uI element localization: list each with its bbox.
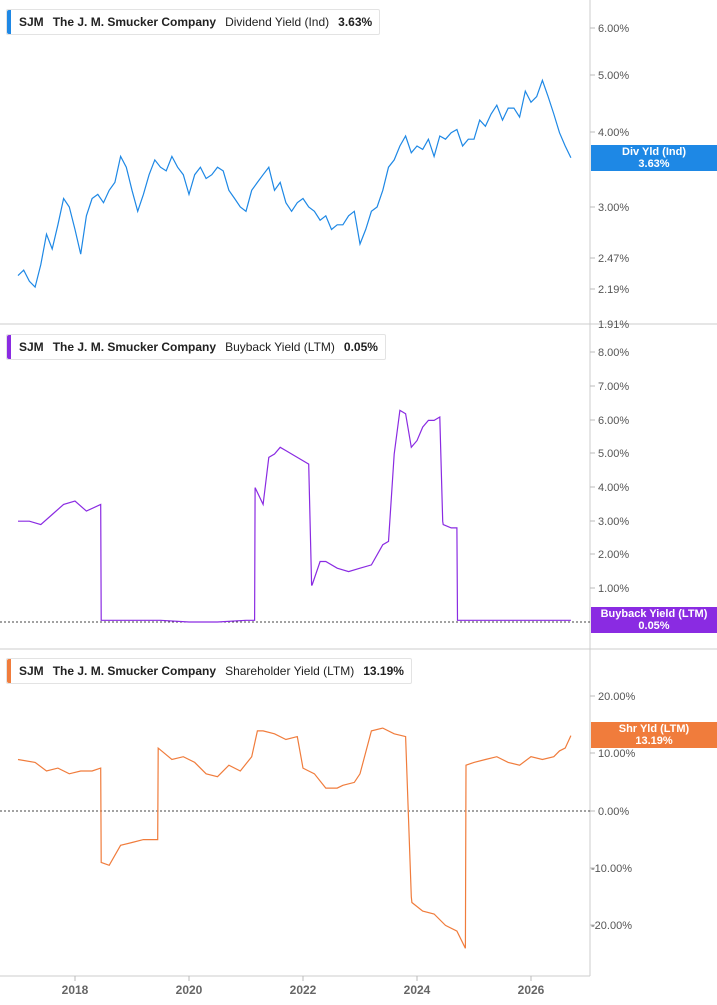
panel-1-y-axis: 6.00% 5.00% 4.00% 3.00% 2.47% 2.19% 1.91…: [598, 23, 629, 331]
panel-3-y-axis: 20.00% 10.00% 0.00% -10.00% -20.00%: [591, 691, 636, 932]
y-tick-label: 5.00%: [598, 70, 629, 82]
tag-label: Div Yld (Ind): [622, 146, 686, 158]
y-tick-label: 10.00%: [598, 748, 636, 760]
legend-swatch: [7, 335, 11, 359]
dividend-legend: SJM The J. M. Smucker Company Dividend Y…: [6, 9, 381, 35]
y-tick-label: 6.00%: [598, 23, 629, 35]
y-tick-label: 3.00%: [598, 516, 629, 528]
shareholder-yield-line: [17, 727, 572, 949]
panel-3-y-ticks: [590, 695, 595, 926]
legend-ticker: SJM: [19, 340, 44, 354]
y-tick-label: 3.00%: [598, 202, 629, 214]
panel-1-y-ticks: [590, 27, 595, 290]
legend-value: 13.19%: [363, 664, 404, 678]
buyback-yield-line: [18, 409, 571, 623]
buyback-legend: SJM The J. M. Smucker Company Buyback Yi…: [6, 334, 386, 360]
legend-company: The J. M. Smucker Company: [52, 340, 217, 354]
dividend-value-tag: Div Yld (Ind) 3.63%: [591, 145, 717, 171]
legend-swatch: [7, 10, 11, 34]
y-tick-label: 0.00%: [598, 806, 629, 818]
y-tick-label: -10.00%: [591, 863, 632, 875]
y-tick-label: 5.00%: [598, 448, 629, 460]
tag-label: Shr Yld (LTM): [618, 723, 690, 735]
legend-value: 0.05%: [343, 340, 378, 354]
x-tick-label: 2020: [176, 983, 203, 997]
legend-metric: Shareholder Yield (LTM): [225, 664, 355, 678]
x-tick-label: 2018: [62, 983, 89, 997]
x-axis-ticks: [74, 976, 532, 981]
tag-value: 3.63%: [638, 158, 670, 170]
y-tick-label: 2.19%: [598, 284, 629, 296]
y-tick-label: 2.00%: [598, 549, 629, 561]
panel-2-y-axis: 8.00% 7.00% 6.00% 5.00% 4.00% 3.00% 2.00…: [598, 347, 629, 595]
legend-value: 3.63%: [338, 15, 373, 29]
y-tick-label: 4.00%: [598, 127, 629, 139]
dividend-yield-line: [17, 78, 572, 289]
x-axis: 2018 2020 2022 2024 2026: [62, 983, 545, 997]
y-tick-label: 6.00%: [598, 415, 629, 427]
x-tick-label: 2022: [290, 983, 317, 997]
legend-company: The J. M. Smucker Company: [52, 664, 217, 678]
tag-value: 0.05%: [638, 620, 670, 632]
legend-swatch: [7, 659, 11, 683]
y-tick-label: 1.91%: [598, 319, 629, 331]
y-tick-label: -20.00%: [591, 920, 632, 932]
legend-company: The J. M. Smucker Company: [52, 15, 217, 29]
y-tick-label: 20.00%: [598, 691, 636, 703]
y-tick-label: 2.47%: [598, 253, 629, 265]
panel-2-y-ticks: [590, 351, 595, 589]
x-tick-label: 2024: [404, 983, 431, 997]
legend-ticker: SJM: [19, 15, 44, 29]
x-tick-label: 2026: [518, 983, 545, 997]
shareholder-value-tag: Shr Yld (LTM) 13.19%: [591, 722, 717, 748]
legend-ticker: SJM: [19, 664, 44, 678]
tag-label: Buyback Yield (LTM): [600, 608, 708, 620]
legend-metric: Buyback Yield (LTM): [225, 340, 335, 354]
tag-value: 13.19%: [635, 735, 673, 747]
y-tick-label: 4.00%: [598, 482, 629, 494]
y-tick-label: 1.00%: [598, 583, 629, 595]
shareholder-legend: SJM The J. M. Smucker Company Shareholde…: [6, 658, 412, 684]
legend-metric: Dividend Yield (Ind): [225, 15, 330, 29]
buyback-value-tag: Buyback Yield (LTM) 0.05%: [591, 607, 717, 633]
y-tick-label: 7.00%: [598, 381, 629, 393]
y-tick-label: 8.00%: [598, 347, 629, 359]
